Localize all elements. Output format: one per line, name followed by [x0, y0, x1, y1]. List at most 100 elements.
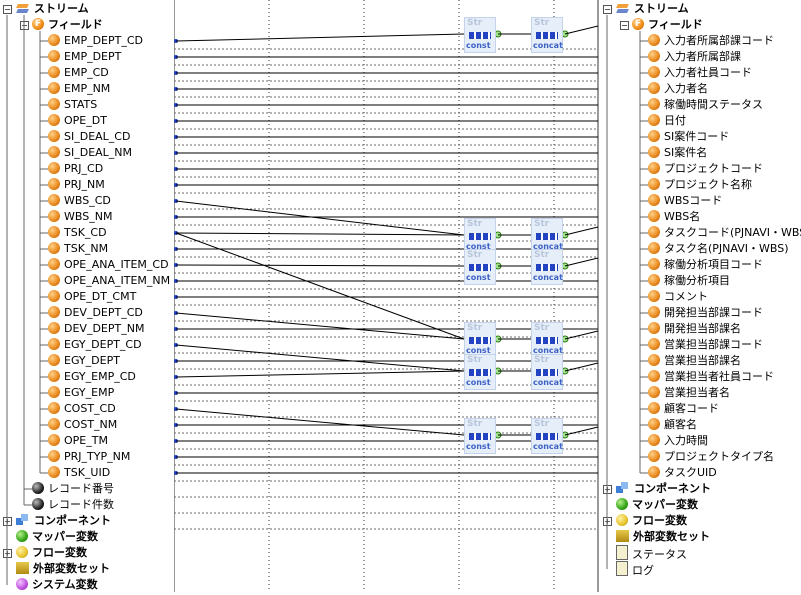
target-bottom-item[interactable]: 外部変数セット — [616, 529, 710, 545]
source-field-emp-dept-cd[interactable]: EMP_DEPT_CD — [48, 33, 143, 49]
const-function-node[interactable]: Str const — [464, 322, 496, 358]
target-bottom-item[interactable]: コンポーネント — [616, 481, 711, 497]
source-field-si-deal-cd[interactable]: SI_DEAL_CD — [48, 129, 130, 145]
source-field-wbs-cd-label: WBS_CD — [64, 194, 111, 207]
target-field-item[interactable]: 営業担当部課コード — [648, 337, 763, 353]
source-fields-node[interactable]: フィールド — [32, 16, 103, 33]
target-field-item[interactable]: 入力者所属部課 — [648, 49, 741, 65]
const-label: const — [466, 41, 491, 50]
source-anchor[interactable] — [174, 263, 178, 267]
orange-icon — [48, 130, 60, 142]
concat-label: concat — [533, 442, 563, 451]
target-field-item[interactable]: 入力者社員コード — [648, 65, 752, 81]
target-field-item[interactable]: 入力者所属部課コード — [648, 33, 774, 49]
source-field-egy-dept-cd[interactable]: EGY_DEPT_CD — [48, 337, 142, 353]
target-field-item[interactable]: プロジェクトタイプ名 — [648, 449, 774, 465]
target-field-item[interactable]: タスク名(PJNAVI・WBS) — [648, 241, 789, 257]
source-record-item[interactable]: レコード番号 — [32, 481, 114, 497]
source-field-ope-tm[interactable]: OPE_TM — [48, 433, 108, 449]
target-field-item[interactable]: 稼働時間ステータス — [648, 97, 763, 113]
source-field-cost-cd[interactable]: COST_CD — [48, 401, 116, 417]
source-field-dev-dept-cd[interactable]: DEV_DEPT_CD — [48, 305, 143, 321]
source-record-item[interactable]: レコード件数 — [32, 497, 114, 513]
target-field-item[interactable]: 顧客名 — [648, 417, 697, 433]
source-field-emp-dept[interactable]: EMP_DEPT — [48, 49, 121, 65]
target-field-item[interactable]: プロジェクト名称 — [648, 177, 752, 193]
target-field-item[interactable]: SI案件コード — [648, 129, 729, 145]
target-bottom-item[interactable]: マッパー変数 — [616, 497, 698, 513]
target-field-item[interactable]: 営業担当部課名 — [648, 353, 741, 369]
target-bottom-item[interactable]: ステータス — [616, 545, 687, 561]
source-bottom-item[interactable]: コンポーネント — [16, 513, 111, 529]
mapping-canvas[interactable]: Str const Str concat Str const Str concat Str con… — [173, 0, 600, 592]
source-field-dev-dept-nm[interactable]: DEV_DEPT_NM — [48, 321, 144, 337]
target-stream-toggle[interactable]: − — [603, 5, 612, 14]
target-field-item[interactable]: SI案件名 — [648, 145, 707, 161]
source-field-egy-emp-cd[interactable]: EGY_EMP_CD — [48, 369, 136, 385]
target-field-item[interactable]: 日付 — [648, 113, 686, 129]
orange-icon — [648, 386, 660, 398]
const-function-node[interactable]: Str const — [464, 418, 496, 454]
source-field-ope-ana-item-cd[interactable]: OPE_ANA_ITEM_CD — [48, 257, 169, 273]
source-field-wbs-nm[interactable]: WBS_NM — [48, 209, 112, 225]
source-field-prj-nm[interactable]: PRJ_NM — [48, 177, 105, 193]
source-field-si-deal-nm-label: SI_DEAL_NM — [64, 146, 133, 159]
target-field-item[interactable]: 入力時間 — [648, 433, 708, 449]
const-function-node[interactable]: Str const — [464, 17, 496, 53]
concat-function-node[interactable]: Str concat — [531, 354, 563, 390]
target-stream-root[interactable]: ストリーム — [616, 1, 689, 17]
source-field-prj-typ-nm[interactable]: PRJ_TYP_NM — [48, 449, 130, 465]
orange-icon — [48, 34, 60, 46]
source-field-ope-dt[interactable]: OPE_DT — [48, 113, 107, 129]
target-fields-node-label: フィールド — [648, 18, 703, 31]
source-field-tsk-cd[interactable]: TSK_CD — [48, 225, 107, 241]
target-field-item[interactable]: 稼働分析項目コード — [648, 257, 763, 273]
source-stream-root[interactable]: ストリーム — [16, 1, 89, 17]
source-field-wbs-cd[interactable]: WBS_CD — [48, 193, 111, 209]
source-field-ope-dt-cmt[interactable]: OPE_DT_CMT — [48, 289, 136, 305]
source-field-emp-nm[interactable]: EMP_NM — [48, 81, 110, 97]
const-function-node[interactable]: Str const — [464, 354, 496, 390]
target-field-item[interactable]: 入力者名 — [648, 81, 708, 97]
source-bottom-item[interactable]: 外部変数セット — [16, 561, 110, 577]
target-field-item[interactable]: 稼働分析項目 — [648, 273, 730, 289]
target-fields-node[interactable]: フィールド — [632, 16, 703, 33]
source-field-si-deal-nm[interactable]: SI_DEAL_NM — [48, 145, 132, 161]
source-bottom-item[interactable]: システム変数 — [16, 577, 98, 593]
source-field-cost-nm[interactable]: COST_NM — [48, 417, 117, 433]
target-field-item[interactable]: 開発担当部課コード — [648, 305, 763, 321]
source-field-emp-cd[interactable]: EMP_CD — [48, 65, 109, 81]
source-field-tsk-nm[interactable]: TSK_NM — [48, 241, 108, 257]
concat-function-node[interactable]: Str concat — [531, 249, 563, 285]
source-field-tsk-uid[interactable]: TSK_UID — [48, 465, 110, 481]
concat-function-node[interactable]: Str concat — [531, 17, 563, 53]
source-field-egy-dept-label: EGY_DEPT — [64, 354, 120, 367]
target-field-item[interactable]: 営業担当者名 — [648, 385, 730, 401]
orange-icon — [648, 130, 660, 142]
target-field-item[interactable]: WBS名 — [648, 209, 700, 225]
target-field-item[interactable]: コメント — [648, 289, 708, 305]
source-field-ope-ana-item-nm[interactable]: OPE_ANA_ITEM_NM — [48, 273, 170, 289]
target-bottom-item[interactable]: フロー変数 — [616, 513, 687, 529]
target-field-item[interactable]: WBSコード — [648, 193, 722, 209]
target-field-item[interactable]: タスクコード(PJNAVI・WBS) — [648, 225, 801, 241]
port-icon — [469, 433, 491, 440]
source-field-stats[interactable]: STATS — [48, 97, 97, 113]
source-bottom-item[interactable]: フロー変数 — [16, 545, 87, 561]
source-bottom-item[interactable]: マッパー変数 — [16, 529, 98, 545]
target-field-item[interactable]: プロジェクトコード — [648, 161, 763, 177]
target-fields-toggle[interactable]: − — [620, 21, 629, 30]
source-field-egy-emp[interactable]: EGY_EMP — [48, 385, 114, 401]
target-field-item[interactable]: 顧客コード — [648, 401, 719, 417]
target-field-item[interactable]: タスクUID — [648, 465, 717, 481]
target-bottom-item[interactable]: ログ — [616, 561, 654, 577]
source-field-prj-cd[interactable]: PRJ_CD — [48, 161, 103, 177]
source-field-egy-dept[interactable]: EGY_DEPT — [48, 353, 120, 369]
const-function-node[interactable]: Str const — [464, 249, 496, 285]
orange-icon — [48, 98, 60, 110]
concat-function-node[interactable]: Str concat — [531, 322, 563, 358]
source-stream-toggle[interactable]: − — [3, 5, 12, 14]
target-field-item[interactable]: 営業担当者社員コード — [648, 369, 774, 385]
concat-function-node[interactable]: Str concat — [531, 418, 563, 454]
target-field-item[interactable]: 開発担当部課名 — [648, 321, 741, 337]
